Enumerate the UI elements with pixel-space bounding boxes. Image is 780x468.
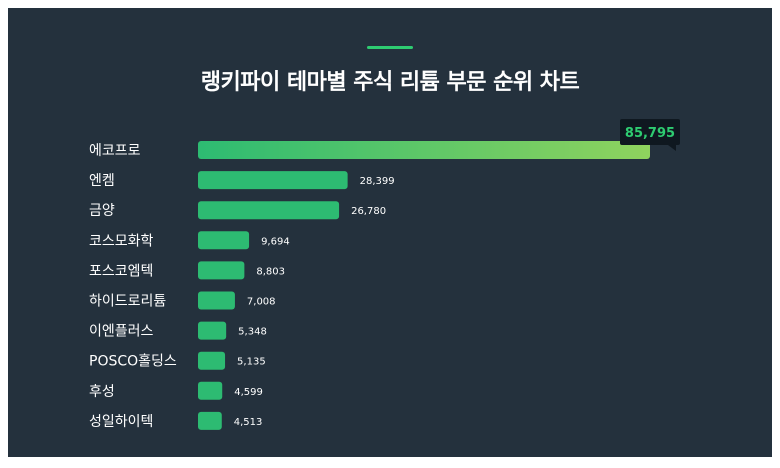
value-label: 85,795 (625, 126, 675, 141)
value-label: 26,780 (351, 206, 386, 217)
callout-pointer (668, 145, 676, 151)
value-label: 7,008 (247, 297, 276, 308)
category-label: 하이드로리튬 (89, 294, 166, 310)
bar (198, 321, 227, 340)
value-label: 9,694 (261, 236, 290, 247)
value-label: 28,399 (360, 176, 395, 187)
value-callout (620, 119, 680, 145)
category-label: 이엔플러스 (89, 324, 154, 340)
chart-title: 랭키파이 테마별 주식 리튬 부문 순위 차트 (200, 70, 580, 95)
value-label: 4,599 (234, 387, 263, 398)
value-label: 5,135 (237, 357, 266, 368)
value-label: 8,803 (256, 266, 285, 277)
category-label: 성일하이텍 (89, 414, 153, 430)
value-label: 4,513 (234, 417, 263, 428)
bar (198, 261, 245, 280)
category-label: 엔켐 (89, 173, 115, 189)
bar (198, 381, 223, 400)
category-label: POSCO홀딩스 (89, 354, 177, 370)
bar (198, 231, 250, 250)
bar (198, 291, 235, 310)
bar-chart: 에코프로 85,795 엔켐 28,399 금양 26,780 코스모화학 9,694 포스코엠… (89, 119, 680, 430)
category-label: 포스코엠텍 (89, 263, 153, 279)
category-label: 후성 (89, 384, 115, 400)
category-label: 에코프로 (89, 143, 141, 159)
category-label: 금양 (89, 203, 115, 219)
title-accent-line (367, 46, 413, 49)
bar (198, 171, 348, 190)
chart-panel: 랭키파이 테마별 주식 리튬 부문 순위 차트 에코프로 85,795 엔켐 28,3… (8, 8, 772, 457)
value-label: 5,348 (238, 327, 267, 338)
bar (198, 351, 226, 370)
category-label: 코스모화학 (89, 233, 154, 249)
bar (198, 411, 222, 430)
bar (198, 141, 650, 159)
bar (198, 201, 340, 220)
